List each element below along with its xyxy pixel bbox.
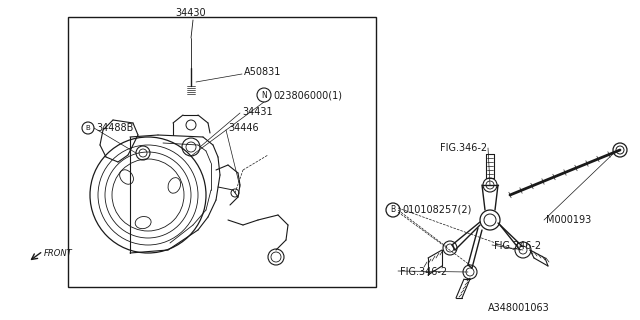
Text: FIG.346-2: FIG.346-2 [494, 241, 541, 251]
Text: 010108257(2): 010108257(2) [402, 205, 472, 215]
Text: A50831: A50831 [244, 67, 282, 77]
Text: 34431: 34431 [242, 107, 273, 117]
Text: 34446: 34446 [228, 123, 259, 133]
Text: 34430: 34430 [175, 8, 205, 18]
Text: FRONT: FRONT [44, 249, 73, 258]
Text: A348001063: A348001063 [488, 303, 550, 313]
Bar [68, 17, 376, 287]
Circle shape [257, 88, 271, 102]
Text: N: N [261, 91, 267, 100]
Circle shape [82, 122, 94, 134]
Text: 34488B: 34488B [96, 123, 133, 133]
Text: B: B [86, 125, 90, 131]
Text: B: B [390, 205, 396, 214]
Text: 023806000(1): 023806000(1) [273, 90, 342, 100]
Text: M000193: M000193 [546, 215, 591, 225]
Text: FIG.346-2: FIG.346-2 [400, 267, 447, 277]
Text: FIG.346-2: FIG.346-2 [440, 143, 487, 153]
Circle shape [386, 203, 400, 217]
